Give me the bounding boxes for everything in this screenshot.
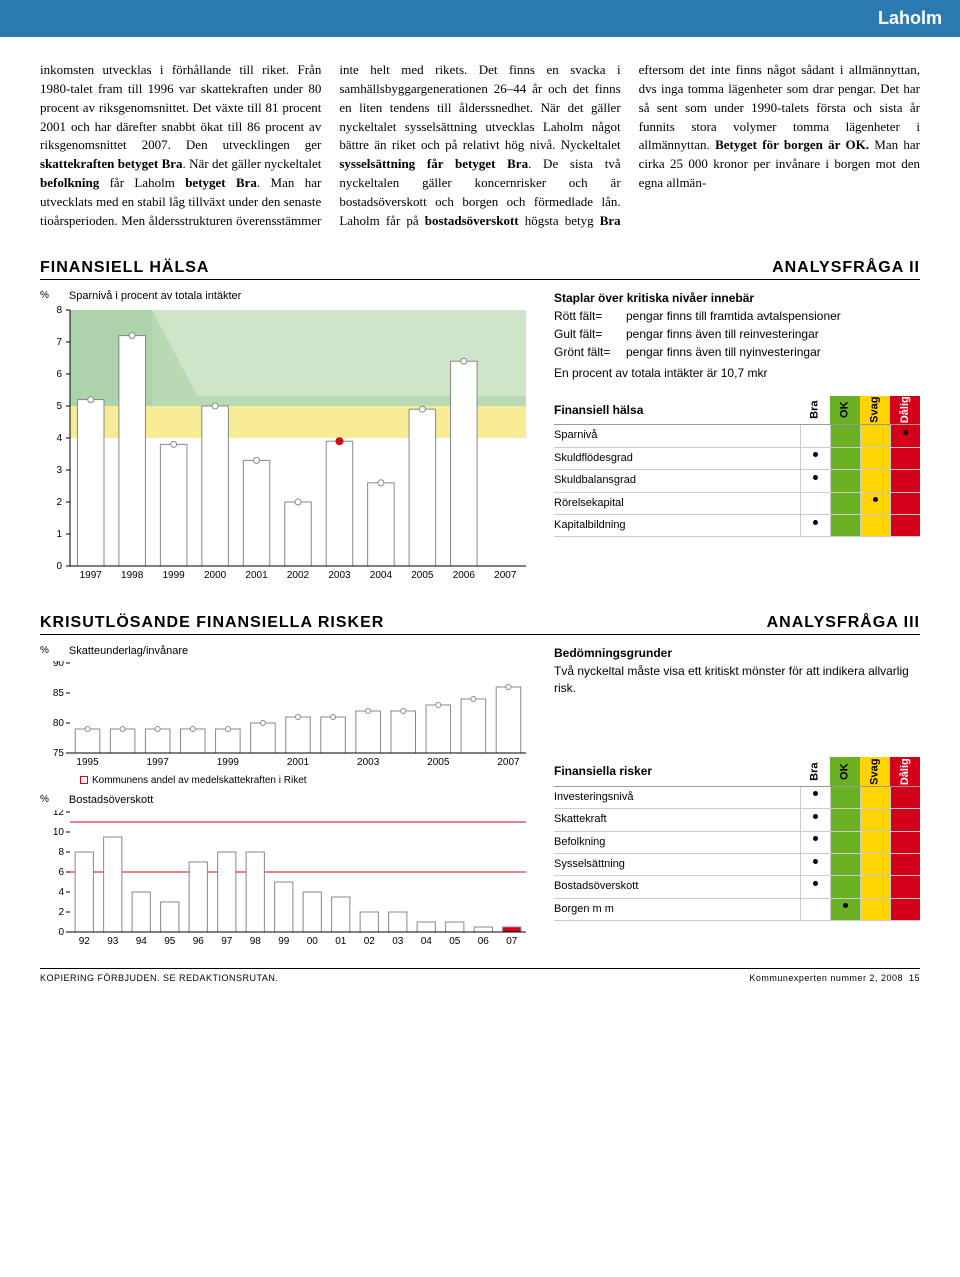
svg-text:8: 8 [58, 847, 64, 858]
svg-text:2005: 2005 [427, 757, 450, 768]
svg-text:0: 0 [58, 927, 64, 938]
svg-text:1998: 1998 [121, 570, 144, 581]
svg-text:1999: 1999 [163, 570, 186, 581]
svg-text:2000: 2000 [204, 570, 227, 581]
section2-titles: KRISUTLÖSANDE FINANSIELLA RISKER ANALYSF… [40, 614, 920, 635]
svg-text:2007: 2007 [497, 757, 520, 768]
chart2: 75 80 85 90 1995 1997 1999 2001 2003 2005 2007 [40, 661, 530, 771]
svg-text:96: 96 [193, 936, 205, 947]
svg-text:1: 1 [56, 529, 62, 540]
section1-titles: FINANSIELL HÄLSA ANALYSFRÅGA II [40, 259, 920, 280]
svg-text:3: 3 [56, 465, 62, 476]
svg-text:03: 03 [392, 936, 404, 947]
info1-legend: Rött fält=pengar finns till framtida avt… [554, 308, 920, 360]
page-header: Laholm [0, 0, 960, 37]
chart2-sublegend: Kommunens andel av medelskattekraften i … [80, 775, 530, 786]
svg-text:85: 85 [53, 688, 65, 699]
svg-text:0: 0 [56, 561, 62, 572]
info1-note: En procent av totala intäkter är 10,7 mk… [554, 365, 920, 382]
svg-text:6: 6 [56, 369, 62, 380]
section2-right: ANALYSFRÅGA III [767, 614, 920, 632]
svg-text:80: 80 [53, 718, 65, 729]
info1-heading: Staplar över kritiska nivåer innebär [554, 290, 920, 307]
svg-text:4: 4 [58, 887, 64, 898]
chart1: 0 1 2 3 4 5 6 7 8 1997 1998 1999 2000 2001 2002 2003 200… [40, 306, 530, 586]
svg-text:00: 00 [307, 936, 319, 947]
chart3-title: Bostadsöverskott [69, 794, 153, 806]
svg-text:99: 99 [278, 936, 290, 947]
svg-text:2: 2 [58, 907, 64, 918]
header-title: Laholm [878, 8, 942, 28]
chart2-title: Skatteunderlag/invånare [69, 645, 188, 657]
svg-text:92: 92 [79, 936, 91, 947]
svg-text:4: 4 [56, 433, 62, 444]
chart1-title: Sparnivå i procent av totala intäkter [69, 290, 241, 302]
info2-heading: Bedömningsgrunder [554, 645, 920, 662]
svg-text:02: 02 [364, 936, 376, 947]
svg-text:2003: 2003 [357, 757, 380, 768]
chart2-ylabel: % [40, 645, 49, 661]
svg-text:2002: 2002 [287, 570, 310, 581]
svg-text:97: 97 [221, 936, 233, 947]
svg-text:2007: 2007 [494, 570, 517, 581]
svg-text:93: 93 [107, 936, 119, 947]
svg-text:2004: 2004 [370, 570, 393, 581]
svg-text:1997: 1997 [147, 757, 170, 768]
svg-text:2001: 2001 [287, 757, 310, 768]
footer-left: KOPIERING FÖRBJUDEN. SE REDAKTIONSRUTAN. [40, 973, 278, 983]
svg-text:06: 06 [478, 936, 490, 947]
svg-text:2003: 2003 [328, 570, 351, 581]
svg-text:12: 12 [53, 810, 65, 818]
ratings1-table: Finansiell hälsaBraOKSvagDåligSparnivåSk… [554, 396, 920, 538]
svg-text:7: 7 [56, 337, 62, 348]
svg-text:8: 8 [56, 306, 62, 316]
section1-right: ANALYSFRÅGA II [772, 259, 920, 277]
footer-right: Kommunexperten nummer 2, 2008 15 [749, 973, 920, 983]
svg-text:01: 01 [335, 936, 347, 947]
svg-text:05: 05 [449, 936, 461, 947]
svg-text:2006: 2006 [453, 570, 476, 581]
svg-text:1999: 1999 [217, 757, 240, 768]
svg-text:2001: 2001 [245, 570, 268, 581]
body-text: inkomsten utvecklas i förhållande till r… [40, 61, 920, 231]
chart1-ylabel: % [40, 290, 49, 306]
svg-text:5: 5 [56, 401, 62, 412]
svg-text:1997: 1997 [80, 570, 103, 581]
svg-text:98: 98 [250, 936, 262, 947]
chart3: 0246810129293949596979899000102030405060… [40, 810, 530, 950]
info2-text: Två nyckeltal måste visa ett kritiskt mö… [554, 663, 920, 697]
svg-text:2: 2 [56, 497, 62, 508]
section1-left: FINANSIELL HÄLSA [40, 259, 209, 277]
chart3-ylabel: % [40, 794, 49, 810]
svg-text:2005: 2005 [411, 570, 434, 581]
svg-text:95: 95 [164, 936, 176, 947]
svg-text:07: 07 [506, 936, 518, 947]
svg-text:90: 90 [53, 661, 65, 669]
svg-text:10: 10 [53, 827, 65, 838]
svg-text:1995: 1995 [76, 757, 99, 768]
svg-text:94: 94 [136, 936, 148, 947]
svg-text:04: 04 [421, 936, 433, 947]
section2-left: KRISUTLÖSANDE FINANSIELLA RISKER [40, 614, 384, 632]
svg-text:75: 75 [53, 748, 65, 759]
ratings2-table: Finansiella riskerBraOKSvagDåligInvester… [554, 757, 920, 921]
svg-text:6: 6 [58, 867, 64, 878]
page-footer: KOPIERING FÖRBJUDEN. SE REDAKTIONSRUTAN.… [40, 968, 920, 983]
